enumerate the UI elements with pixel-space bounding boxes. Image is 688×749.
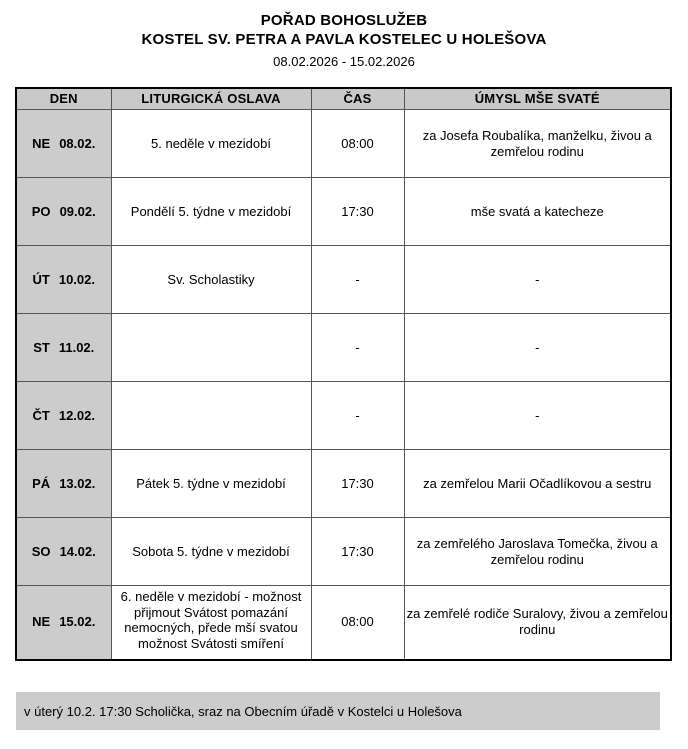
table-row: NE 08.02. 5. neděle v mezidobí 08:00 za J… <box>15 109 672 178</box>
cell-intention: za Josefa Roubalíka, manželku, živou a z… <box>403 109 672 178</box>
cell-day: ČT 12.02. <box>15 381 112 450</box>
cell-intention: za zemřelého Jaroslava Tomečka, živou a … <box>403 517 672 586</box>
document-header: POŘAD BOHOSLUŽEB KOSTEL SV. PETRA A PAVL… <box>0 0 688 72</box>
table-header: DEN LITURGICKÁ OSLAVA ČAS ÚMYSL MŠE SVAT… <box>16 87 671 110</box>
cell-liturgy: Pondělí 5. týdne v mezidobí <box>110 177 312 246</box>
cell-intention: za zemřelé rodiče Suralovy, živou a zemř… <box>403 585 672 660</box>
cell-day: NE 15.02. <box>15 585 112 660</box>
table-row: SO 14.02. Sobota 5. týdne v mezidobí 17:3… <box>15 517 672 586</box>
day-abbreviation: NE <box>32 614 51 630</box>
cell-liturgy: Sv. Scholastiky <box>110 245 312 314</box>
cell-time: - <box>310 313 405 382</box>
cell-day: ST 11.02. <box>15 313 112 382</box>
cell-intention: mše svatá a katecheze <box>403 177 672 246</box>
cell-day: PO 09.02. <box>15 177 112 246</box>
cell-time: 17:30 <box>310 177 405 246</box>
table-header-row: DEN LITURGICKÁ OSLAVA ČAS ÚMYSL MŠE SVAT… <box>16 87 671 110</box>
cell-liturgy: Sobota 5. týdne v mezidobí <box>110 517 312 586</box>
table-row: PÁ 13.02. Pátek 5. týdne v mezidobí 17:30… <box>15 449 672 518</box>
cell-time: 17:30 <box>310 517 405 586</box>
day-date: 15.02. <box>59 614 96 630</box>
day-date: 14.02. <box>59 543 96 559</box>
schedule-table: DEN LITURGICKÁ OSLAVA ČAS ÚMYSL MŠE SVAT… <box>15 87 672 661</box>
page-title-primary: POŘAD BOHOSLUŽEB <box>260 12 428 29</box>
day-abbreviation: ÚT <box>32 271 50 287</box>
cell-time: 08:00 <box>310 109 405 178</box>
cell-liturgy: 5. neděle v mezidobí <box>110 109 312 178</box>
cell-day: PÁ 13.02. <box>15 449 112 518</box>
day-date: 09.02. <box>59 203 96 219</box>
table-row: ČT 12.02. - - <box>15 381 672 450</box>
cell-liturgy <box>110 313 312 382</box>
day-abbreviation: PO <box>31 203 51 219</box>
column-header-time: ČAS <box>310 87 405 110</box>
day-date: 10.02. <box>58 271 95 287</box>
cell-intention: za zemřelou Marii Očadlíkovou a sestru <box>403 449 672 518</box>
day-abbreviation: SO <box>31 543 51 559</box>
day-abbreviation: PÁ <box>32 475 51 491</box>
column-header-liturgy: LITURGICKÁ OSLAVA <box>110 87 312 110</box>
table-body: NE 08.02. 5. neděle v mezidobí 08:00 za J… <box>15 109 672 660</box>
table-row: PO 09.02. Pondělí 5. týdne v mezidobí 17:… <box>15 177 672 246</box>
day-date: 08.02. <box>59 135 96 151</box>
day-date: 13.02. <box>59 475 96 491</box>
day-abbreviation: NE <box>32 135 51 151</box>
cell-liturgy-text: 6. neděle v mezidobí - možnost přijmout … <box>120 589 302 651</box>
day-abbreviation: ČT <box>32 407 50 423</box>
cell-liturgy <box>110 381 312 450</box>
column-header-day: DEN <box>16 87 112 110</box>
day-abbreviation: ST <box>33 339 50 355</box>
cell-liturgy: 6. neděle v mezidobí - možnost přijmout … <box>110 585 312 660</box>
cell-time: - <box>310 381 405 450</box>
page-title-secondary: KOSTEL SV. PETRA A PAVLA KOSTELEC U HOLE… <box>141 31 547 48</box>
cell-liturgy: Pátek 5. týdne v mezidobí <box>110 449 312 518</box>
day-date: 12.02. <box>58 407 95 423</box>
cell-time: 17:30 <box>310 449 405 518</box>
table-row: NE 15.02. 6. neděle v mezidobí - možnost … <box>15 585 672 660</box>
cell-day: ÚT 10.02. <box>15 245 112 314</box>
cell-time: 08:00 <box>310 585 405 660</box>
cell-day: SO 14.02. <box>15 517 112 586</box>
table-row: ST 11.02. - - <box>15 313 672 382</box>
cell-time: - <box>310 245 405 314</box>
footer-note: v úterý 10.2. 17:30 Scholička, sraz na O… <box>16 692 660 730</box>
day-date: 11.02. <box>58 339 95 355</box>
cell-intention: - <box>403 381 672 450</box>
cell-day: NE 08.02. <box>15 109 112 178</box>
cell-intention: - <box>403 245 672 314</box>
table-row: ÚT 10.02. Sv. Scholastiky - - <box>15 245 672 314</box>
column-header-intention: ÚMYSL MŠE SVATÉ <box>403 87 671 110</box>
schedule-table-container: DEN LITURGICKÁ OSLAVA ČAS ÚMYSL MŠE SVAT… <box>15 87 672 661</box>
cell-intention: - <box>403 313 672 382</box>
date-range: 08.02.2026 - 15.02.2026 <box>273 54 415 69</box>
